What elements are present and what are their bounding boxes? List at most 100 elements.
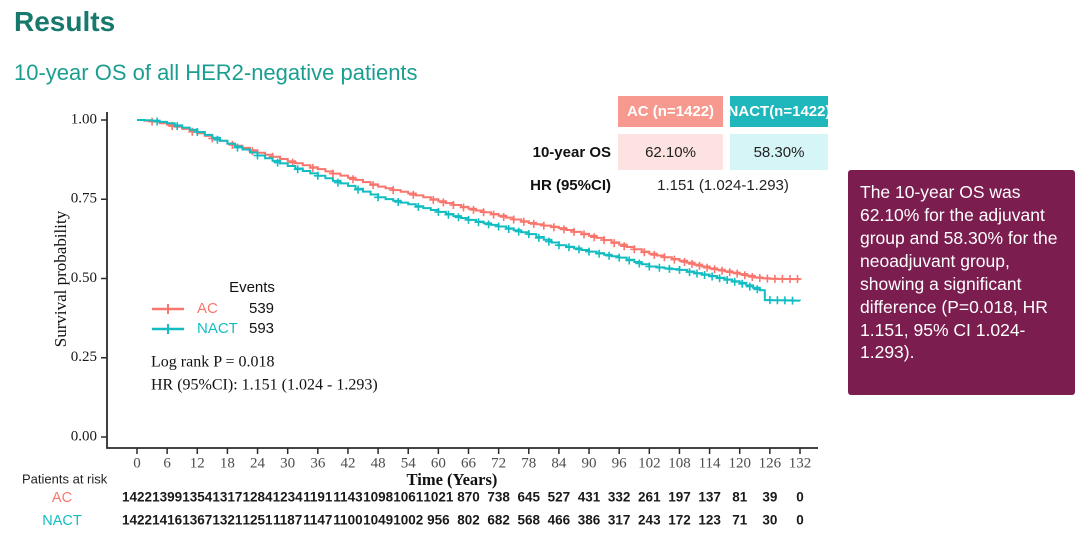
x-tick-label: 108 [668,455,691,471]
risk-count-nact: 0 [796,513,804,528]
legend-plus-icon [162,304,174,314]
risk-count-nact: 802 [457,513,480,528]
risk-count-ac: 1284 [243,490,274,505]
callout-text: The 10-year OS was 62.10% for the adjuva… [860,182,1058,363]
x-tick-label: 60 [431,455,446,471]
x-axis-label: Time (Years) [407,470,498,489]
risk-count-ac: 527 [548,490,571,505]
legend-label-ac: AC [197,300,218,317]
legend-label-nact: NACT [197,320,238,337]
hr-annotation: HR (95%CI): 1.151 (1.024 - 1.293) [151,377,378,394]
x-tick-label: 30 [280,455,295,471]
summary-table: AC (n=1422) NACT(n=1422) 10-year OS 62.1… [483,96,830,194]
risk-count-nact: 1422 [122,513,152,528]
risk-count-nact: 386 [578,513,601,528]
x-tick-label: 96 [612,455,628,471]
y-tick-label: 0.00 [71,428,97,444]
summary-table-corner-spacer [483,96,611,127]
risk-count-nact: 30 [762,513,777,528]
x-tick-label: 72 [491,455,506,471]
risk-count-ac: 39 [762,490,777,505]
legend-events-header: Events [229,279,275,296]
risk-count-ac: 1021 [423,490,454,505]
x-tick-label: 18 [220,455,235,471]
summary-value-os-ac: 62.10% [618,134,723,170]
summary-row-label-hr: HR (95%CI) [530,177,611,194]
risk-row-label-ac: AC [52,490,72,506]
legend-events-nact: 593 [249,320,274,337]
summary-row-label-10yr-os: 10-year OS [532,143,611,161]
x-tick-label: 84 [551,455,567,471]
risk-count-ac: 81 [732,490,748,505]
y-tick-label: 0.50 [71,270,97,286]
risk-row-label-nact: NACT [42,513,82,529]
page-subtitle: 10-year OS of all HER2-negative patients [14,60,418,85]
censor-marks-nact [153,117,797,305]
summary-header-ac: AC (n=1422) [618,96,723,127]
x-tick-label: 120 [728,455,751,471]
risk-count-ac: 137 [698,490,721,505]
risk-count-nact: 71 [732,513,748,528]
x-tick-label: 42 [340,455,355,471]
x-tick-label: 48 [371,455,386,471]
x-tick-label: 6 [163,455,171,471]
risk-count-nact: 1049 [363,513,393,528]
risk-count-nact: 1416 [152,513,183,528]
risk-count-ac: 1354 [182,490,213,505]
risk-count-ac: 1143 [333,490,363,505]
risk-count-ac: 1422 [122,490,152,505]
callout-box: The 10-year OS was 62.10% for the adjuva… [848,170,1075,395]
risk-count-ac: 1317 [212,490,242,505]
risk-count-nact: 1147 [303,513,332,528]
x-tick-label: 78 [521,455,536,471]
risk-count-nact: 1100 [333,513,362,528]
risk-count-ac: 261 [638,490,661,505]
legend-plus-icon [162,324,174,334]
risk-count-nact: 466 [548,513,571,528]
legend-events-ac: 539 [249,300,274,317]
x-tick-label: 66 [461,455,477,471]
risk-count-nact: 1367 [182,513,212,528]
x-tick-label: 12 [190,455,205,471]
risk-count-nact: 1002 [393,513,423,528]
risk-count-nact: 243 [638,513,661,528]
risk-count-nact: 682 [487,513,510,528]
x-tick-label: 132 [789,455,812,471]
risk-count-ac: 738 [487,490,510,505]
y-tick-label: 1.00 [71,111,97,127]
risk-count-ac: 1399 [152,490,182,505]
x-tick-label: 90 [582,455,597,471]
x-tick-label: 36 [310,455,326,471]
risk-count-ac: 1061 [393,490,424,505]
axis-lines [106,112,818,449]
risk-count-nact: 172 [668,513,691,528]
risk-count-nact: 1251 [243,513,274,528]
risk-count-ac: 1191 [303,490,333,505]
risk-count-ac: 431 [578,490,601,505]
risk-count-nact: 317 [608,513,631,528]
summary-value-hr: 1.151 (1.024-1.293) [657,177,789,194]
risk-count-nact: 568 [518,513,541,528]
x-tick-label: 102 [638,455,661,471]
summary-value-os-nact: 58.30% [730,134,828,170]
risk-count-nact: 123 [698,513,721,528]
x-tick-label: 0 [133,455,141,471]
y-tick-label: 0.25 [71,349,97,365]
risk-count-ac: 0 [796,490,804,505]
x-tick-label: 126 [759,455,782,471]
y-tick-label: 0.75 [71,191,97,207]
risk-table-caption: Patients at risk [22,471,108,486]
risk-count-ac: 870 [457,490,480,505]
y-axis-label: Survival probability [51,210,70,347]
risk-count-nact: 1187 [273,513,302,528]
logrank-annotation: Log rank P = 0.018 [151,354,275,371]
risk-count-ac: 1234 [273,490,304,505]
risk-count-nact: 1321 [212,513,243,528]
x-tick-label: 54 [401,455,417,471]
x-tick-label: 24 [250,455,266,471]
risk-count-ac: 197 [668,490,691,505]
summary-header-nact: NACT(n=1422) [728,96,830,127]
page-title: Results [14,6,116,37]
